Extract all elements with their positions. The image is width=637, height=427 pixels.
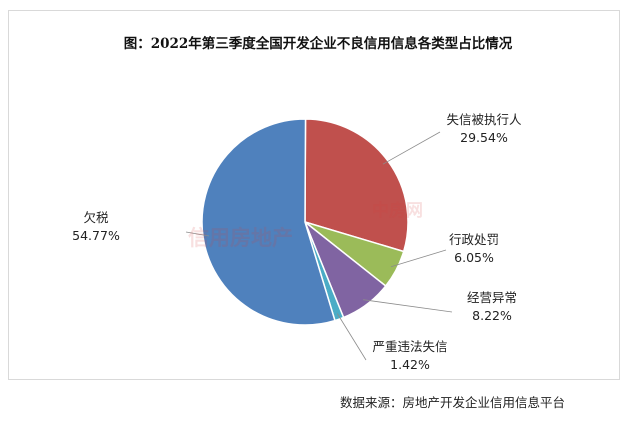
leader-line-tax-arrears <box>185 231 210 237</box>
chart-title: 图：2022年第三季度全国开发企业不良信用信息各类型占比情况 <box>124 35 513 52</box>
leader-line-admin-penalty <box>390 249 447 268</box>
slice-label-admin-penalty: 行政处罚 <box>449 232 499 247</box>
source-note: 数据来源：房地产开发企业信用信息平台 <box>340 395 566 410</box>
slice-value-enforced-debtor: 29.54% <box>460 130 508 145</box>
slice-label-abnormal-operation: 经营异常 <box>467 290 517 305</box>
pie-slices <box>201 118 409 326</box>
slice-value-abnormal-operation: 8.22% <box>472 308 512 323</box>
slice-label-enforced-debtor: 失信被执行人 <box>446 112 522 127</box>
slice-value-admin-penalty: 6.05% <box>454 250 494 265</box>
slice-labels: 失信被执行人 29.54% 行政处罚 6.05% 经营异常 8.22% 严重违法失信 1.42… <box>72 112 522 372</box>
pie-slice-tax-arrears <box>201 118 336 326</box>
slice-label-serious-violation: 严重违法失信 <box>372 339 447 354</box>
chart-frame <box>8 10 620 380</box>
slice-value-tax-arrears: 54.77% <box>72 228 120 243</box>
watermark-left: 信用房地产 <box>188 226 293 250</box>
leader-line-serious-violation <box>336 313 367 361</box>
leader-lines <box>185 131 453 361</box>
pie-slice-enforced-debtor <box>304 118 409 253</box>
leader-line-abnormal-operation <box>363 299 453 313</box>
slice-label-tax-arrears: 欠税 <box>83 210 109 225</box>
watermark-right: 中房网 <box>372 201 423 221</box>
slice-value-serious-violation: 1.42% <box>390 357 430 372</box>
leader-line-enforced-debtor <box>382 131 441 165</box>
